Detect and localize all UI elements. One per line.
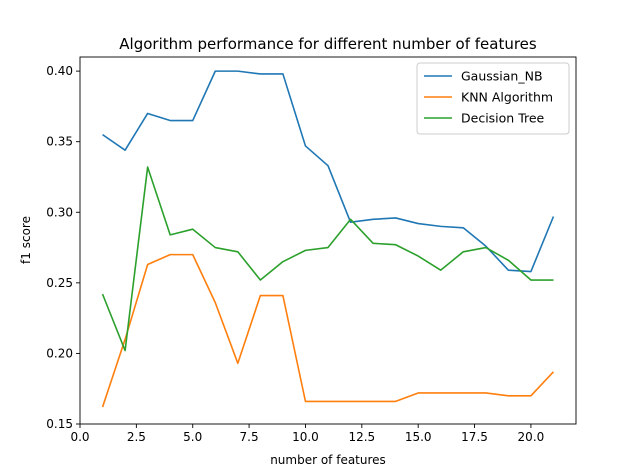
x-tick-label: 15.0 xyxy=(405,430,432,444)
y-tick-label: 0.30 xyxy=(46,205,73,219)
chart-title: Algorithm performance for different numb… xyxy=(119,35,537,53)
x-tick-label: 20.0 xyxy=(518,430,545,444)
legend: Gaussian_NB KNN Algorithm Decision Tree xyxy=(416,62,570,135)
x-tick-label: 10.0 xyxy=(292,430,319,444)
x-tick-label: 5.0 xyxy=(183,430,202,444)
legend-box xyxy=(416,62,570,135)
axes-frame xyxy=(79,56,577,425)
x-tick-label: 12.5 xyxy=(348,430,375,444)
y-tick-label: 0.25 xyxy=(46,276,73,290)
y-tick-label: 0.15 xyxy=(46,417,73,431)
x-tick-label: 17.5 xyxy=(461,430,488,444)
y-tick-label: 0.20 xyxy=(46,346,73,360)
y-axis-label: f1 score xyxy=(19,216,33,264)
series-line-1 xyxy=(101,253,555,408)
legend-entry: Decision Tree xyxy=(461,111,545,126)
series-line-0 xyxy=(102,70,555,273)
legend-entry: KNN Algorithm xyxy=(461,90,553,105)
series-line-2 xyxy=(101,166,554,352)
legend-entry: Gaussian_NB xyxy=(461,69,543,84)
axes: 0.0 2.5 5.0 7.5 10.0 12.5 15.0 17.5 20.0 0.15 0.20… xyxy=(46,56,577,444)
x-tick-label: 2.5 xyxy=(127,430,146,444)
plot-area xyxy=(101,70,555,408)
y-tick-label: 0.40 xyxy=(46,64,73,78)
y-tick-label: 0.35 xyxy=(46,135,73,149)
x-tick-label: 7.5 xyxy=(240,430,259,444)
x-tick-label: 0.0 xyxy=(70,430,89,444)
x-axis-label: number of features xyxy=(270,453,386,467)
